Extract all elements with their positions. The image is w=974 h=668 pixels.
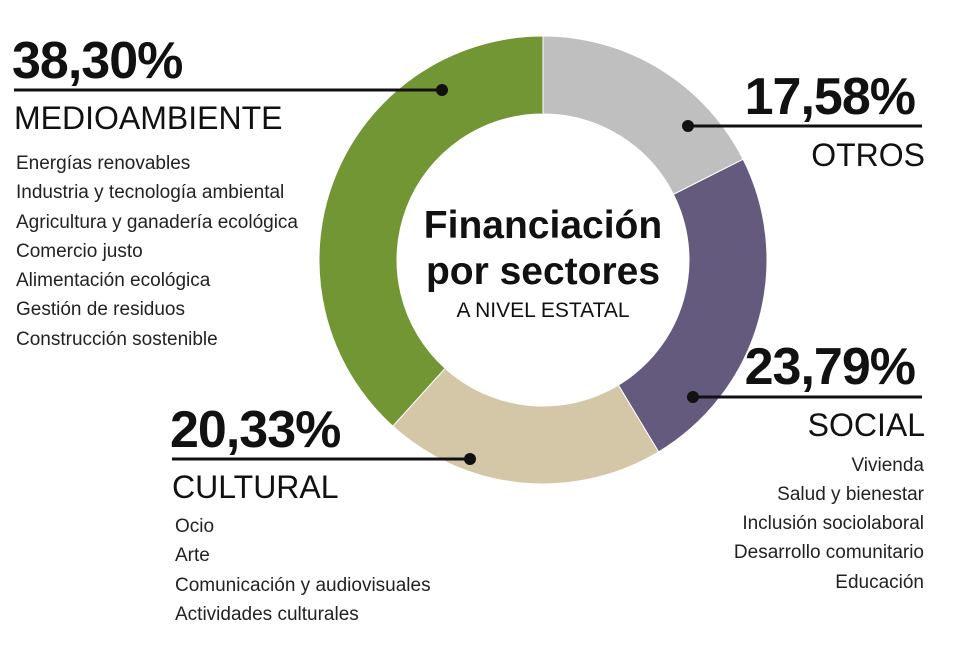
list-item: Gestión de residuos xyxy=(16,299,185,320)
list-item: Inclusión sociolaboral xyxy=(742,513,924,534)
leader-lines xyxy=(14,84,922,465)
item-list-social: Vivienda Salud y bienestar Inclusión soc… xyxy=(734,455,925,593)
value-label-social: 23,79% xyxy=(745,338,915,396)
list-item: Ocio xyxy=(175,516,214,537)
list-item: Salud y bienestar xyxy=(777,484,924,505)
list-item: Comunicación y audiovisuales xyxy=(175,575,431,596)
list-item: Actividades culturales xyxy=(175,604,359,625)
list-item: Alimentación ecológica xyxy=(16,270,211,291)
leader-dot-medioambiente xyxy=(436,84,448,96)
value-label-cultural: 20,33% xyxy=(170,401,340,459)
list-item: Educación xyxy=(835,572,924,593)
list-item: Agricultura y ganadería ecológica xyxy=(16,212,298,233)
list-item: Arte xyxy=(175,545,210,566)
list-item: Comercio justo xyxy=(16,241,143,262)
list-item: Industria y tecnología ambiental xyxy=(16,182,284,203)
donut-slice-social xyxy=(617,158,768,453)
list-item: Desarrollo comunitario xyxy=(734,542,924,563)
chart-title-line-2: por sectores xyxy=(426,250,660,293)
category-label-otros: OTROS xyxy=(811,137,925,173)
leader-dot-otros xyxy=(682,120,694,132)
chart-title-line-1: Financiación xyxy=(424,204,662,247)
list-item: Construcción sostenible xyxy=(16,329,218,350)
leader-dot-cultural xyxy=(464,453,476,465)
category-label-cultural: CULTURAL xyxy=(172,469,339,505)
value-label-medioambiente: 38,30% xyxy=(12,32,182,90)
donut-slice-otros xyxy=(542,35,744,196)
category-label-social: SOCIAL xyxy=(808,407,925,443)
value-label-otros: 17,58% xyxy=(745,68,915,126)
item-list-medioambiente: Energías renovables Industria y tecnolog… xyxy=(16,153,298,350)
donut-slices xyxy=(318,35,768,485)
leader-dot-social xyxy=(687,391,699,403)
donut-slice-cultural xyxy=(392,367,660,485)
category-label-medioambiente: MEDIOAMBIENTE xyxy=(14,100,282,136)
list-item: Vivienda xyxy=(851,455,924,476)
donut-slice-medioambiente xyxy=(318,35,544,427)
chart-subtitle: A NIVEL ESTATAL xyxy=(456,299,629,322)
item-list-cultural: Ocio Arte Comunicación y audiovisuales A… xyxy=(175,516,431,625)
list-item: Energías renovables xyxy=(16,153,190,174)
